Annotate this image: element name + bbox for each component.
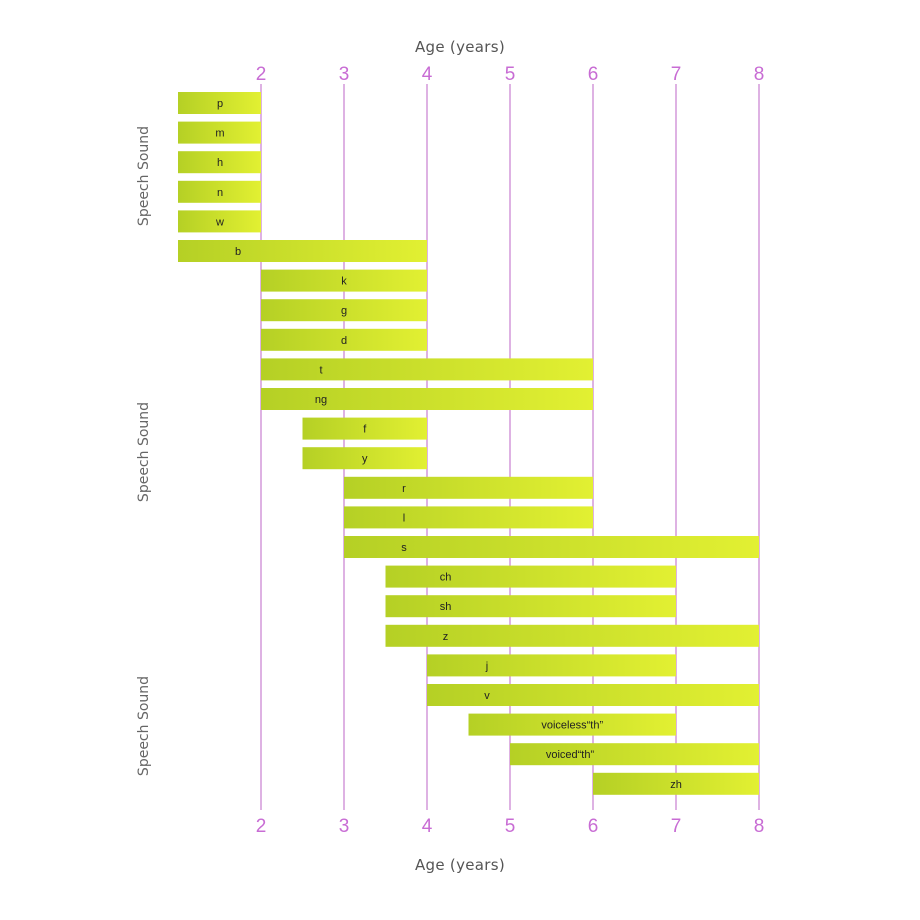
tick-labels-top: 2 3 4 5 6 7 8 bbox=[256, 64, 765, 85]
bar-z bbox=[385, 624, 759, 647]
bar-label: p bbox=[217, 98, 223, 110]
x-axis-title-top: Age (years) bbox=[414, 38, 506, 56]
bar-zh bbox=[593, 772, 759, 795]
bar-label: y bbox=[362, 453, 368, 465]
bar-l bbox=[344, 506, 593, 529]
bar-label: j bbox=[485, 660, 488, 672]
bar-sh bbox=[385, 595, 676, 618]
bar-k bbox=[261, 269, 427, 292]
bar-ch bbox=[385, 565, 676, 588]
bar-label: b bbox=[235, 246, 241, 258]
bar-label: g bbox=[341, 305, 347, 317]
x-tick-label-bottom: 6 bbox=[588, 816, 599, 837]
x-tick-label-bottom: 4 bbox=[422, 816, 433, 837]
bar-t bbox=[261, 358, 593, 381]
bar-label: t bbox=[319, 364, 322, 376]
x-tick-label-bottom: 8 bbox=[754, 816, 765, 837]
bar-s bbox=[344, 536, 759, 558]
bar-n bbox=[178, 180, 261, 203]
x-tick-label-top: 6 bbox=[588, 64, 599, 85]
bar-y bbox=[302, 447, 427, 470]
bar-voiced-th- bbox=[510, 743, 759, 766]
x-axis-title-bottom: Age (years) bbox=[414, 856, 506, 874]
x-tick-label-bottom: 7 bbox=[671, 816, 682, 837]
bar-label: v bbox=[484, 690, 490, 702]
bar-label: zh bbox=[670, 779, 682, 791]
bar-label: d bbox=[341, 335, 347, 347]
bar-m bbox=[178, 121, 261, 144]
bar-label: w bbox=[215, 216, 224, 228]
x-tick-label-top: 5 bbox=[505, 64, 516, 85]
bar-label: sh bbox=[440, 601, 452, 613]
bar-label: l bbox=[403, 512, 405, 524]
bar-label: h bbox=[217, 157, 223, 169]
bar-label: z bbox=[443, 631, 449, 643]
bar-label: ng bbox=[315, 394, 327, 406]
tick-labels-bottom: 2 3 4 5 6 7 8 bbox=[256, 816, 765, 837]
bar-ng bbox=[261, 388, 593, 410]
x-tick-label-top: 3 bbox=[339, 64, 350, 85]
bar-label: f bbox=[363, 424, 367, 436]
bar-label: r bbox=[402, 483, 406, 495]
bar-label: n bbox=[217, 187, 223, 199]
x-tick-label-bottom: 5 bbox=[505, 816, 516, 837]
bar-label: s bbox=[401, 542, 407, 554]
bar-j bbox=[427, 654, 676, 677]
bar-f bbox=[302, 417, 427, 440]
bar-p bbox=[178, 92, 261, 114]
bar-label: voiced“th” bbox=[546, 749, 595, 761]
x-tick-label-top: 2 bbox=[256, 64, 267, 85]
bar-g bbox=[261, 299, 427, 322]
bar-w bbox=[178, 210, 261, 233]
bar-h bbox=[178, 151, 261, 174]
x-tick-label-top: 7 bbox=[671, 64, 682, 85]
bar-label: m bbox=[215, 128, 224, 140]
bar-label: voiceless“th” bbox=[541, 720, 603, 732]
x-tick-label-bottom: 2 bbox=[256, 816, 267, 837]
bar-label: k bbox=[341, 276, 347, 288]
x-tick-label-bottom: 3 bbox=[339, 816, 350, 837]
bar-voiceless-th- bbox=[468, 713, 676, 736]
x-tick-label-top: 8 bbox=[754, 64, 765, 85]
bars: p m h n w b k g d t ng f y r l s ch sh z j v voiceless“th” voi… bbox=[178, 92, 759, 795]
bar-b bbox=[178, 240, 427, 262]
x-tick-label-top: 4 bbox=[422, 64, 433, 85]
bar-r bbox=[344, 476, 593, 499]
bar-label: ch bbox=[440, 572, 452, 584]
bar-v bbox=[427, 684, 759, 706]
bar-d bbox=[261, 328, 427, 351]
